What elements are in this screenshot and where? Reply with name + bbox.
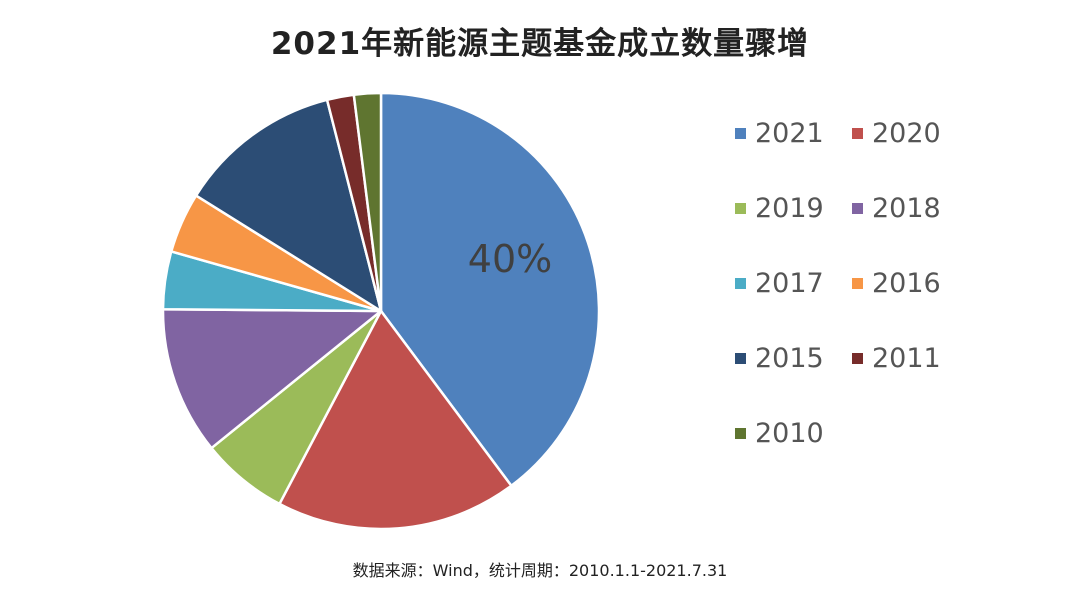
pie-slice-2015 [194,98,383,313]
legend-label: 2016 [872,268,941,299]
pie-slice-2018 [161,308,383,450]
legend-label: 2011 [872,343,941,374]
pie-slice-2010 [352,91,383,313]
legend-item-2020: 2020 [852,118,941,149]
pie-slices [161,91,601,531]
legend-label: 2020 [872,118,941,149]
legend-item-2010: 2010 [735,418,824,449]
legend-item-2018: 2018 [852,193,941,224]
pie-slice-2020 [278,309,513,531]
source-note: 数据来源：Wind，统计周期：2010.1.1-2021.7.31 [352,561,728,580]
legend-item-2016: 2016 [852,268,941,299]
chart-title: 2021年新能源主题基金成立数量骤增 [270,26,810,62]
legend-swatch [735,353,746,364]
legend-item-2021: 2021 [735,118,824,149]
legend-swatch [735,278,746,289]
legend-swatch [735,203,746,214]
legend-label: 2021 [755,118,824,149]
legend-swatch [852,128,863,139]
legend-swatch [852,203,863,214]
legend-swatch [735,428,746,439]
legend-label: 2015 [755,343,824,374]
legend-item-2015: 2015 [735,343,824,374]
legend-item-2019: 2019 [735,193,824,224]
legend-label: 2010 [755,418,824,449]
data-label-2021: 40% [468,237,552,281]
legend-label: 2017 [755,268,824,299]
legend-swatch [852,278,863,289]
legend-swatch [852,353,863,364]
legend-item-2011: 2011 [852,343,941,374]
legend-label: 2019 [755,193,824,224]
legend-swatch [735,128,746,139]
legend-item-2017: 2017 [735,268,824,299]
legend-label: 2018 [872,193,941,224]
pie-slice-2021 [379,91,601,487]
